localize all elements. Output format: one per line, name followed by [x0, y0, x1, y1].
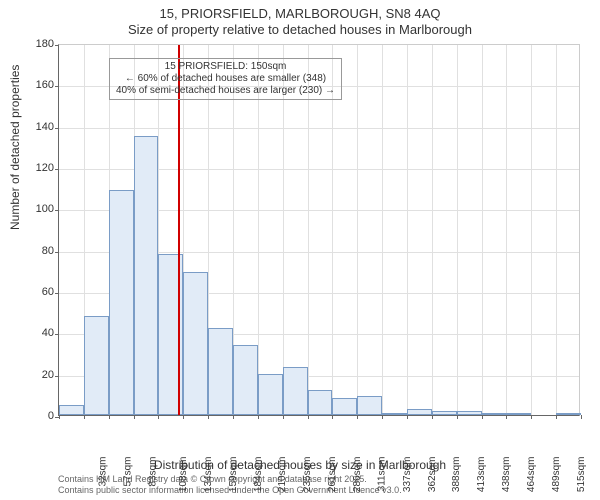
histogram-bar [59, 405, 84, 415]
histogram-bar [332, 398, 357, 415]
x-tick-label: 235sqm [302, 457, 313, 493]
histogram-bar [457, 411, 482, 415]
histogram-chart: 15, PRIORSFIELD, MARLBOROUGH, SN8 4AQ Si… [0, 0, 600, 500]
x-tick-label: 210sqm [278, 457, 289, 493]
y-tick-label: 80 [14, 245, 54, 257]
histogram-bar [308, 390, 333, 415]
histogram-bar [233, 345, 258, 415]
y-tick-label: 20 [14, 369, 54, 381]
x-tick-label: 337sqm [402, 457, 413, 493]
y-tick-label: 40 [14, 327, 54, 339]
histogram-bar [109, 190, 134, 415]
x-tick-label: 489sqm [551, 457, 562, 493]
x-tick-label: 32sqm [98, 457, 109, 487]
histogram-bar [432, 411, 457, 415]
chart-title-sub: Size of property relative to detached ho… [0, 22, 600, 37]
histogram-bar [84, 316, 109, 415]
x-tick-label: 286sqm [352, 457, 363, 493]
histogram-bar [208, 328, 233, 415]
annotation-callout: 15 PRIORSFIELD: 150sqm ← 60% of detached… [109, 58, 342, 100]
x-tick-label: 464sqm [526, 457, 537, 493]
y-tick-label: 60 [14, 286, 54, 298]
highlight-vertical-line [178, 45, 180, 415]
x-tick-label: 83sqm [148, 457, 159, 487]
x-tick-label: 134sqm [203, 457, 214, 493]
histogram-bar [258, 374, 283, 415]
y-tick-label: 140 [14, 121, 54, 133]
plot-area: 15 PRIORSFIELD: 150sqm ← 60% of detached… [58, 44, 580, 416]
histogram-bar [183, 272, 208, 415]
x-tick-label: 57sqm [123, 457, 134, 487]
x-tick-label: 438sqm [501, 457, 512, 493]
histogram-bar [283, 367, 308, 415]
histogram-bar [482, 413, 507, 415]
x-tick-label: 261sqm [327, 457, 338, 493]
y-tick-label: 160 [14, 79, 54, 91]
x-tick-label: 159sqm [228, 457, 239, 493]
chart-title-main: 15, PRIORSFIELD, MARLBOROUGH, SN8 4AQ [0, 6, 600, 21]
y-tick-label: 0 [14, 410, 54, 422]
histogram-bar [357, 396, 382, 415]
y-tick-label: 180 [14, 38, 54, 50]
x-tick-label: 362sqm [427, 457, 438, 493]
annotation-line3: 40% of semi-detached houses are larger (… [116, 85, 335, 97]
x-tick-label: 413sqm [476, 457, 487, 493]
histogram-bar [382, 413, 407, 415]
x-tick-label: 108sqm [178, 457, 189, 493]
x-tick-label: 311sqm [376, 457, 387, 492]
x-tick-label: 515sqm [576, 457, 587, 493]
y-tick-label: 100 [14, 203, 54, 215]
annotation-line2: ← 60% of detached houses are smaller (34… [116, 73, 335, 85]
annotation-line1: 15 PRIORSFIELD: 150sqm [116, 61, 335, 73]
histogram-bar [506, 413, 531, 415]
histogram-bar [134, 136, 159, 415]
y-tick-label: 120 [14, 162, 54, 174]
x-tick-label: 388sqm [452, 457, 463, 493]
x-tick-label: 184sqm [253, 457, 264, 493]
histogram-bar [407, 409, 432, 415]
histogram-bar [556, 413, 581, 415]
